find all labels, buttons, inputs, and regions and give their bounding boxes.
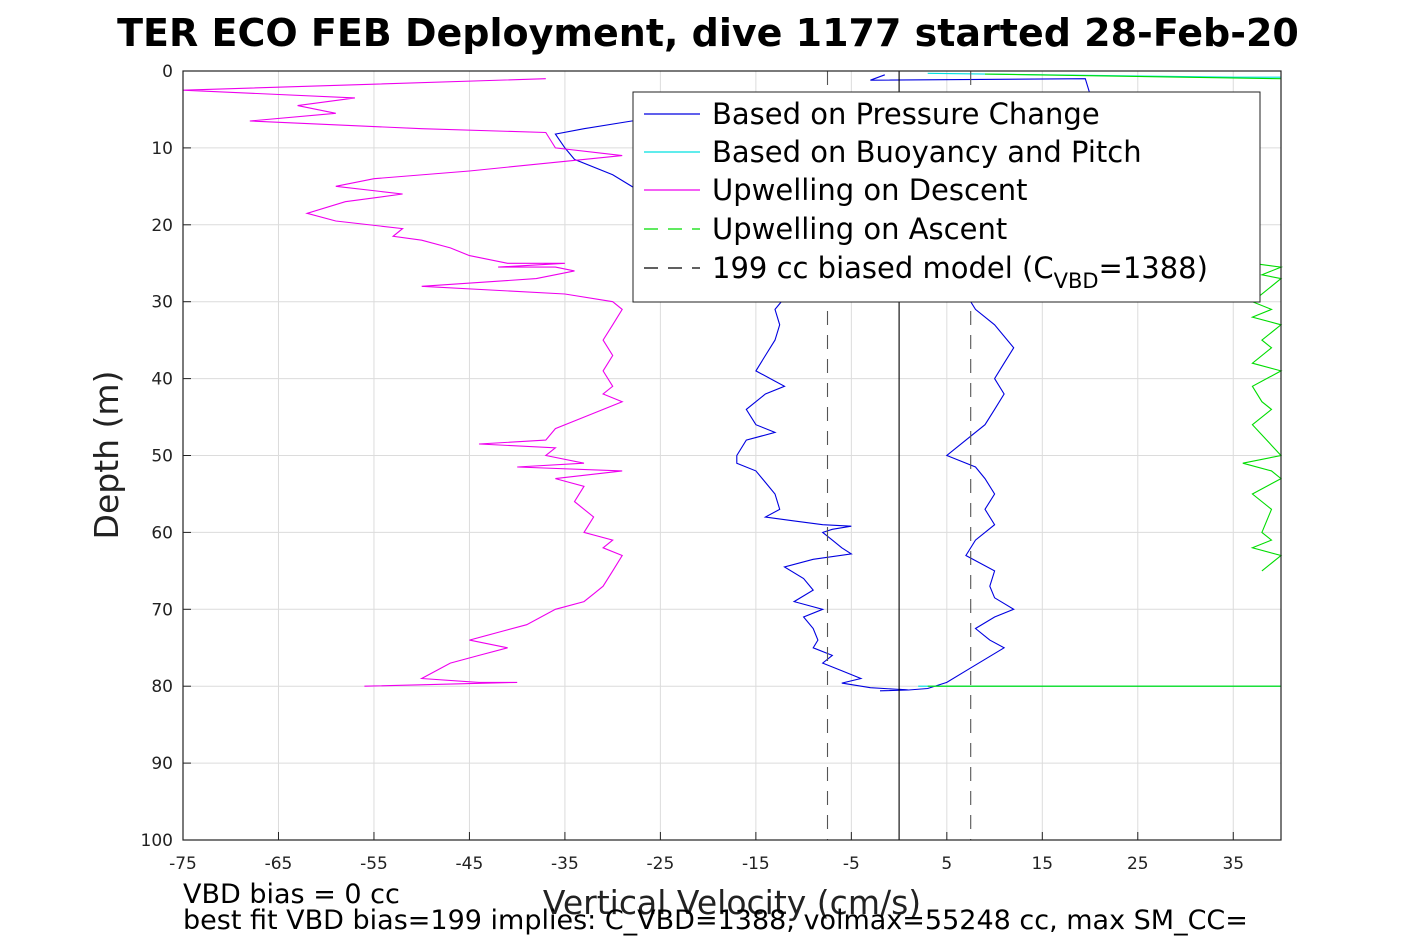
y-axis-label: Depth (m) (87, 371, 126, 540)
legend-box (632, 91, 1261, 303)
series-based-on-pressure-change (899, 263, 1015, 691)
x-tick-label: 5 (941, 854, 952, 874)
x-tick-label: -45 (456, 854, 484, 874)
x-tick-label: -55 (360, 854, 388, 874)
annotation-best-fit: best fit VBD bias=199 implies: C_VBD=138… (183, 905, 1248, 936)
y-tick-label: 60 (151, 523, 173, 543)
y-tick-label: 80 (151, 677, 173, 697)
x-tick-label: 35 (1222, 854, 1244, 874)
legend-label-ascent: Upwelling on Ascent (712, 212, 1007, 246)
legend-label-pressure: Based on Pressure Change (712, 97, 1100, 131)
y-tick-label: 50 (151, 447, 173, 467)
legend-label-buoyancy: Based on Buoyancy and Pitch (712, 135, 1142, 169)
y-tick-label: 40 (151, 370, 173, 390)
legend-label-model-main: 199 cc biased model (C (712, 251, 1054, 285)
x-axis-label: Vertical Velocity (cm/s) (543, 883, 921, 922)
y-tick-label: 70 (151, 600, 173, 620)
legend-label-model: 199 cc biased model (CVBD=1388) (712, 251, 1208, 293)
legend-label-model-tail: =1388) (1099, 251, 1208, 285)
series-upwelling-on-descent (182, 78, 624, 687)
y-tick-label: 10 (151, 139, 173, 159)
y-tick-label: 100 (141, 831, 173, 851)
x-tick-label: -5 (843, 854, 860, 874)
x-tick-label: -15 (742, 854, 770, 874)
x-tick-label: -35 (551, 854, 579, 874)
y-tick-label: 30 (151, 293, 173, 313)
series-based-on-pressure-change (554, 74, 1091, 692)
axis-ticks: -75 -65 -55 -45 -35 -25 -15 -5 5 15 25 350102030405… (141, 62, 1245, 874)
x-tick-label: 25 (1127, 854, 1149, 874)
y-tick-label: 90 (151, 754, 173, 774)
y-tick-label: 0 (162, 62, 173, 82)
chart-title: TER ECO FEB Deployment, dive 1177 starte… (117, 11, 1299, 55)
x-tick-label: 15 (1031, 854, 1053, 874)
x-tick-label: -65 (265, 854, 293, 874)
series-upwelling-on-ascent (984, 73, 1282, 80)
x-tick-label: -25 (647, 854, 675, 874)
x-tick-label: -75 (169, 854, 197, 874)
series-upwelling-on-ascent (1242, 262, 1284, 572)
legend-label-model-subscript: VBD (1054, 269, 1099, 293)
legend-label-descent: Upwelling on Descent (712, 173, 1028, 207)
legend: Based on Pressure Change Based on Buoyan… (632, 91, 1261, 303)
annotation-vbd-bias: VBD bias = 0 cc (183, 879, 400, 910)
y-tick-label: 20 (151, 216, 173, 236)
